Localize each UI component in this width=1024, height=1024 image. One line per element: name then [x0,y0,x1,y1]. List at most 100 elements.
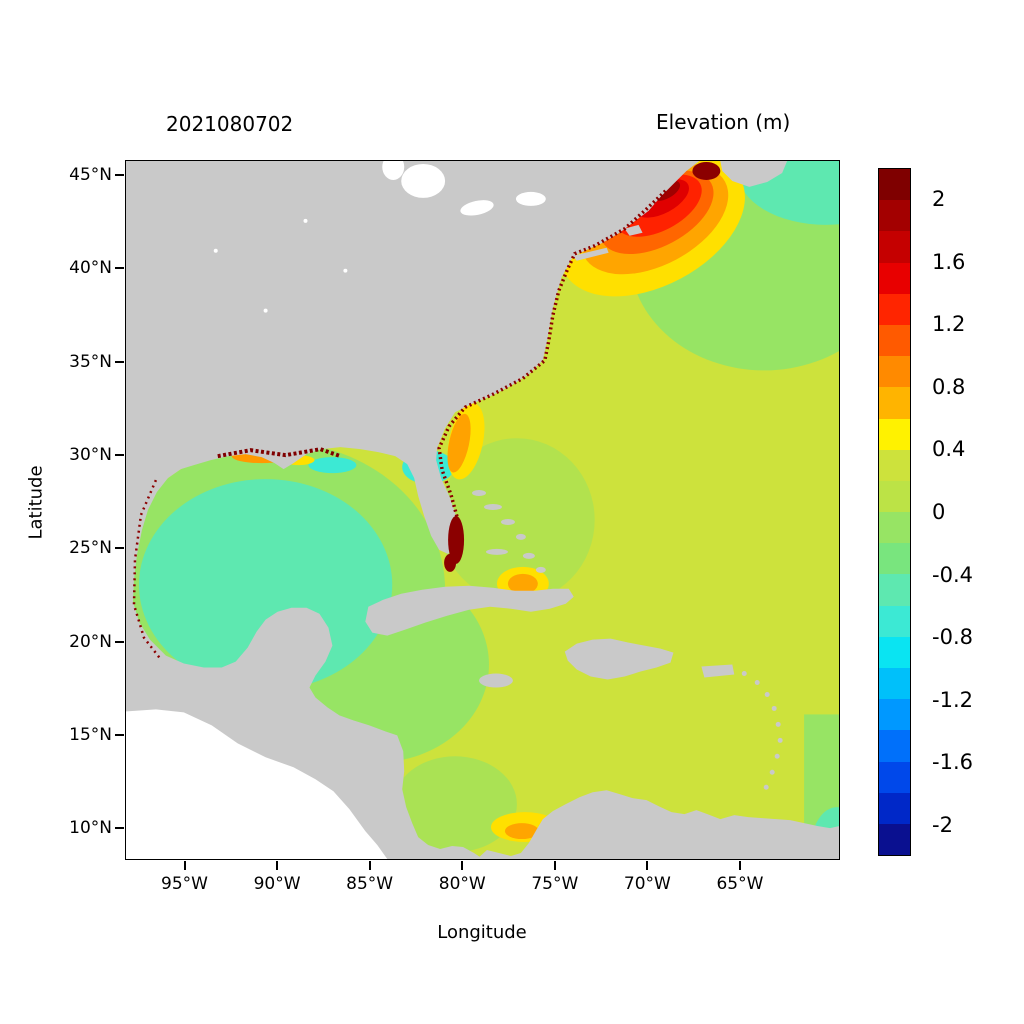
x-tick-label: 95°W [161,874,208,894]
colorbar-segment [879,293,910,325]
region-mississippi-sound-turquoise [308,457,357,474]
y-tick-mark [115,827,124,830]
colorbar-tick-label: 2 [932,187,946,212]
x-tick-mark [738,861,741,870]
colorbar-tick-label: -1.2 [932,687,973,712]
colorbar-segment [879,668,910,700]
y-tick-label: 35°N [69,351,112,372]
land-cuba [365,585,574,636]
colorbar-tick-label: 0.4 [932,437,966,462]
land-south-america [477,790,839,859]
colorbar-segment [879,792,910,824]
speckle-texas-mexico-coast [132,479,162,661]
y-tick-mark [115,174,124,176]
colorbar-segment [879,169,910,201]
lake-michigan [382,161,405,180]
x-tick-label: 85°W [346,874,394,894]
colorbar-bar [878,168,911,856]
x-tick-label: 75°W [531,874,579,894]
colorbar-tick-label: -1.6 [932,750,973,775]
x-tick-label: 80°W [438,874,486,894]
inland-lake-dot [303,218,308,223]
lake-huron [401,163,446,198]
land-lesser-antilles [741,671,783,790]
colorbar-tick-label: -0.8 [932,625,973,650]
region-bank-orange-spot [507,573,538,594]
colorbar-tick-label: 1.6 [932,249,966,274]
x-tick-mark [553,861,556,870]
colorbar-segment [879,200,910,232]
colorbar-segment [879,418,910,450]
speckle-miami-high [448,515,465,564]
elevation-map [126,161,839,859]
y-tick-label: 10°N [69,818,112,839]
y-tick-mark [115,267,124,270]
x-tick-mark [646,861,649,870]
colorbar-title: Elevation (m) [656,110,791,134]
y-tick-mark [115,360,124,363]
x-tick-label: 65°W [716,874,764,894]
x-axis-label: Longitude [437,922,527,943]
land-puerto-rico [701,664,735,678]
colorbar-tick-label: -2 [932,812,953,837]
colorbar-segment [879,574,910,606]
colorbar-segment [879,449,910,481]
x-tick-label: 90°W [253,874,301,894]
colorbar-tick-label: 0.8 [932,374,966,399]
land-north-america [126,161,700,859]
y-tick-label: 15°N [69,724,112,745]
colorbar-segment [879,324,910,357]
y-tick-mark [115,733,124,736]
pacific-ocean-mask [126,709,388,859]
colorbar-segment [879,356,910,388]
y-tick-mark [115,547,124,550]
land-nova-scotia [720,161,788,187]
land-bahamas [472,490,546,573]
y-tick-label: 45°N [69,165,112,185]
colorbar-segment [879,636,910,668]
plot-title-datetime: 2021080702 [166,112,294,136]
y-tick-label: 30°N [69,444,112,465]
x-tick-mark [276,861,279,870]
colorbar-tick-label: 1.2 [932,312,966,337]
colorbar-segment [879,761,910,793]
inland-lake-dot [343,268,348,273]
y-tick-mark [115,453,124,456]
inland-lake-dot [213,248,218,253]
colorbar-segment [879,262,910,294]
x-tick-mark [368,861,371,870]
lake-erie [460,200,494,216]
y-tick-label: 40°N [69,258,112,279]
colorbar-segment [879,823,910,856]
x-tick-mark [461,861,464,870]
x-tick-label: 70°W [623,874,671,894]
land-long-island [572,247,609,261]
colorbar-segment [879,543,910,575]
region-bahamas-green [439,438,595,602]
colorbar-tick-label: -0.4 [932,562,973,587]
colorbar-segment [879,699,910,731]
land-cape-cod [624,224,643,236]
colorbar-segment [879,605,910,637]
speckle-florida-keys [444,553,457,572]
region-panama-green [393,756,517,853]
colorbar-segment [879,512,910,544]
region-georgia-orange-band [447,413,471,473]
land-jamaica [479,673,513,688]
colorbar-tick-label: 0 [932,500,946,524]
inland-lake-dot [263,308,268,313]
region-bay-of-fundy-darkred [692,161,721,180]
map-plot-area [125,160,840,860]
lake-ontario [515,191,546,206]
y-tick-label: 20°N [69,631,112,652]
y-tick-label: 25°N [69,538,112,559]
x-tick-mark [183,861,186,870]
land-hispaniola [564,638,674,680]
colorbar-segment [879,231,910,263]
y-tick-mark [115,640,124,643]
colorbar-segment [879,480,910,513]
colorbar-segment [879,387,910,419]
colorbar-segment [879,730,910,762]
region-colombia-orange [504,823,539,840]
